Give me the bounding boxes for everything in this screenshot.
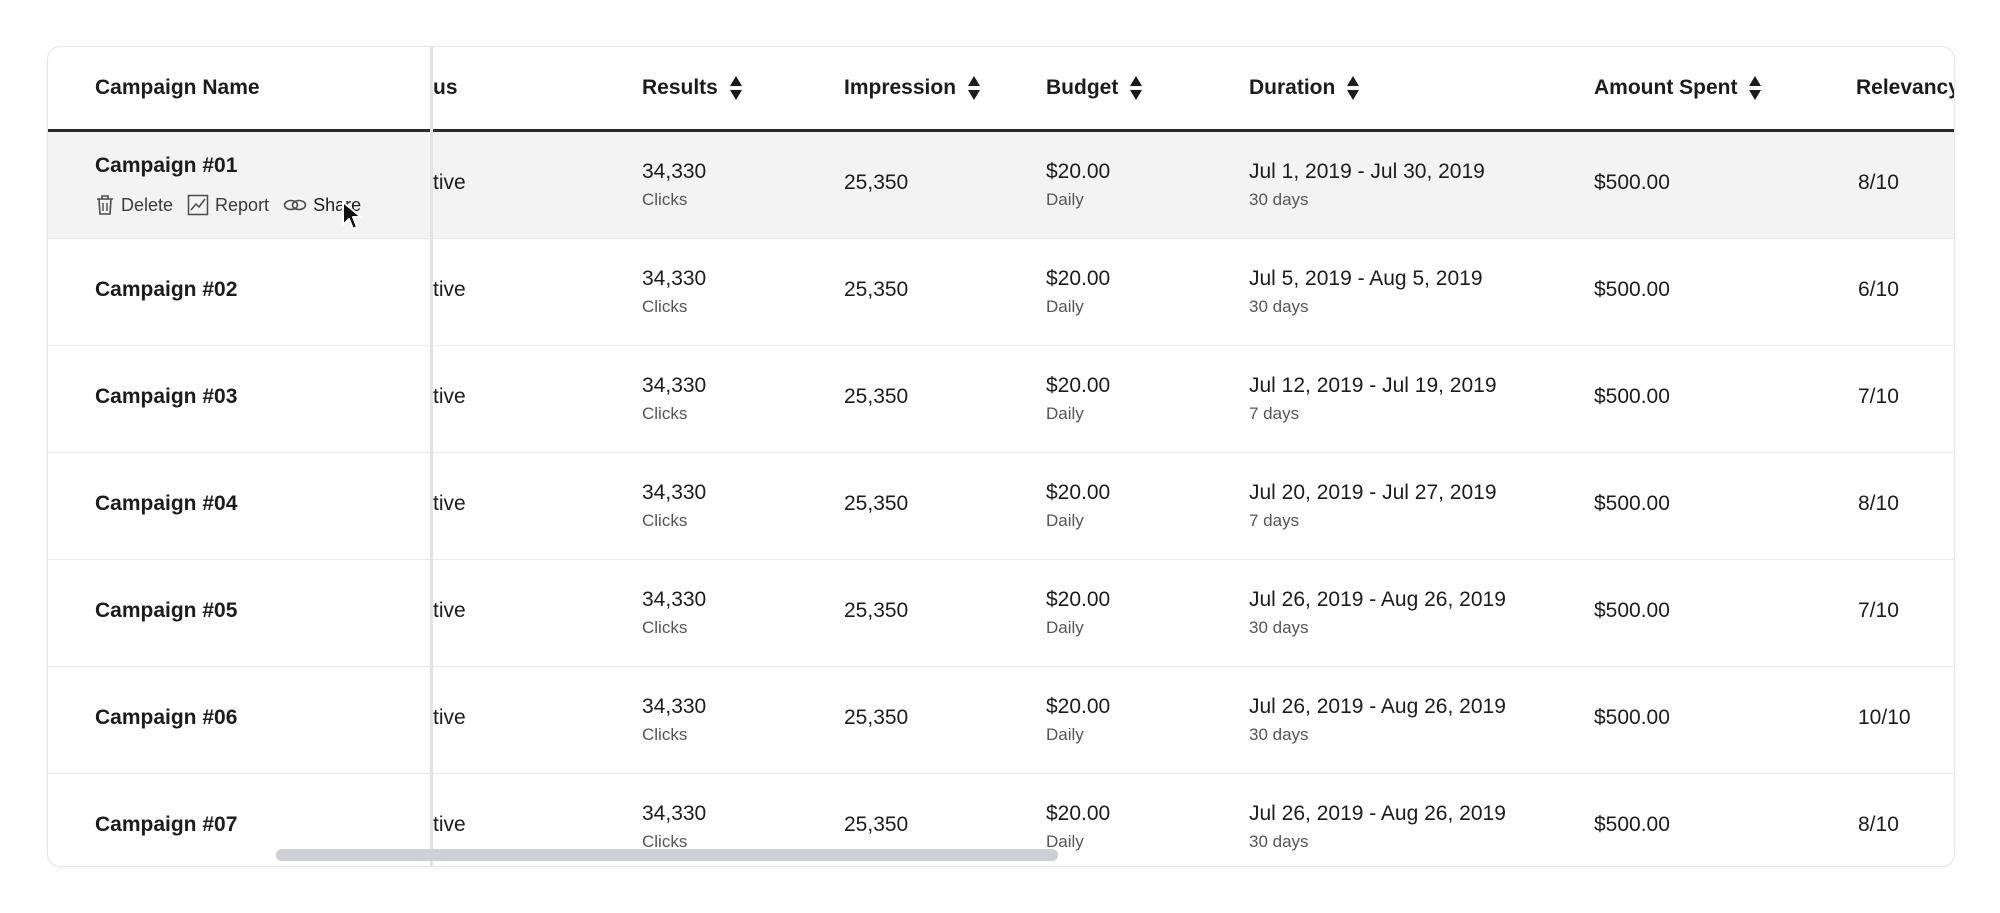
sort-arrows-icon[interactable] [1748,75,1762,101]
amount-spent-cell: $500.00 [1594,171,1670,194]
amount-spent-cell: $500.00 [1594,492,1670,515]
table-header: Campaign Name us Results Impression Budg… [48,47,1954,132]
relevancy-cell: 8/10 [1858,492,1899,515]
row-actions: Delete Report Share [95,194,375,216]
campaign-name[interactable]: Campaign #04 [95,492,238,515]
column-header-results[interactable]: Results [642,47,743,129]
report-button[interactable]: Report [187,194,269,216]
relevancy-cell: 8/10 [1858,813,1899,836]
sort-arrows-icon[interactable] [967,75,981,101]
budget-cell: $20.00 Daily [1046,588,1111,637]
budget-cell: $20.00 Daily [1046,160,1111,209]
campaign-name[interactable]: Campaign #07 [95,813,238,836]
horizontal-scrollbar[interactable] [276,849,1058,861]
results-cell: 34,330 Clicks [642,695,707,744]
column-header-status[interactable]: us [433,76,458,99]
table-row[interactable]: Campaign #06 tive 34,330 Clicks 25,350 $2… [48,667,1954,775]
results-cell: 34,330 Clicks [642,802,707,851]
campaign-name[interactable]: Campaign #02 [95,278,238,301]
results-cell: 34,330 Clicks [642,160,707,209]
results-cell: 34,330 Clicks [642,588,707,637]
duration-cell: Jul 5, 2019 - Aug 5, 2019 30 days [1249,267,1483,316]
sort-arrows-icon[interactable] [1346,75,1360,101]
link-icon [283,199,307,211]
column-header-relevancy[interactable]: Relevancy [1856,76,1955,99]
duration-cell: Jul 26, 2019 - Aug 26, 2019 30 days [1249,802,1506,851]
status-cell: tive [433,278,466,301]
impression-cell: 25,350 [844,278,909,301]
budget-cell: $20.00 Daily [1046,267,1111,316]
impression-cell: 25,350 [844,813,909,836]
sort-arrows-icon[interactable] [729,75,743,101]
table-row[interactable]: Campaign #04 tive 34,330 Clicks 25,350 $2… [48,453,1954,561]
impression-cell: 25,350 [844,706,909,729]
mouse-pointer-icon [342,201,362,230]
duration-cell: Jul 26, 2019 - Aug 26, 2019 30 days [1249,588,1506,637]
campaigns-table: Campaign Name us Results Impression Budg… [47,46,1955,867]
impression-cell: 25,350 [844,385,909,408]
amount-spent-cell: $500.00 [1594,706,1670,729]
duration-cell: Jul 26, 2019 - Aug 26, 2019 30 days [1249,695,1506,744]
amount-spent-cell: $500.00 [1594,385,1670,408]
relevancy-cell: 7/10 [1858,385,1899,408]
status-cell: tive [433,492,466,515]
column-header-amount-spent[interactable]: Amount Spent [1594,47,1762,129]
duration-cell: Jul 12, 2019 - Jul 19, 2019 7 days [1249,374,1497,423]
column-header-budget[interactable]: Budget [1046,47,1143,129]
relevancy-cell: 10/10 [1858,706,1911,729]
budget-cell: $20.00 Daily [1046,481,1111,530]
budget-cell: $20.00 Daily [1046,695,1111,744]
relevancy-cell: 8/10 [1858,171,1899,194]
column-header-campaign-name[interactable]: Campaign Name [95,76,260,99]
duration-cell: Jul 1, 2019 - Jul 30, 2019 30 days [1249,160,1485,209]
budget-cell: $20.00 Daily [1046,374,1111,423]
results-cell: 34,330 Clicks [642,481,707,530]
results-cell: 34,330 Clicks [642,374,707,423]
status-cell: tive [433,599,466,622]
column-header-impression[interactable]: Impression [844,47,981,129]
status-cell: tive [433,813,466,836]
relevancy-cell: 7/10 [1858,599,1899,622]
report-chart-icon [187,194,209,216]
status-cell: tive [433,706,466,729]
duration-cell: Jul 20, 2019 - Jul 27, 2019 7 days [1249,481,1497,530]
column-header-duration[interactable]: Duration [1249,47,1360,129]
relevancy-cell: 6/10 [1858,278,1899,301]
campaign-name[interactable]: Campaign #01 [95,154,238,177]
sort-arrows-icon[interactable] [1129,75,1143,101]
impression-cell: 25,350 [844,171,909,194]
amount-spent-cell: $500.00 [1594,278,1670,301]
table-row[interactable]: Campaign #05 tive 34,330 Clicks 25,350 $2… [48,560,1954,668]
amount-spent-cell: $500.00 [1594,599,1670,622]
table-row[interactable]: Campaign #02 tive 34,330 Clicks 25,350 $2… [48,239,1954,347]
campaign-name[interactable]: Campaign #05 [95,599,238,622]
campaign-name[interactable]: Campaign #03 [95,385,238,408]
impression-cell: 25,350 [844,599,909,622]
status-cell: tive [433,171,466,194]
budget-cell: $20.00 Daily [1046,802,1111,851]
table-row[interactable]: Campaign #03 tive 34,330 Clicks 25,350 $2… [48,346,1954,454]
trash-icon [97,195,113,215]
campaign-name[interactable]: Campaign #06 [95,706,238,729]
amount-spent-cell: $500.00 [1594,813,1670,836]
results-cell: 34,330 Clicks [642,267,707,316]
status-cell: tive [433,385,466,408]
delete-button[interactable]: Delete [95,194,173,216]
impression-cell: 25,350 [844,492,909,515]
table-row[interactable]: Campaign #01 Delete Report Share tive 34… [48,132,1954,240]
